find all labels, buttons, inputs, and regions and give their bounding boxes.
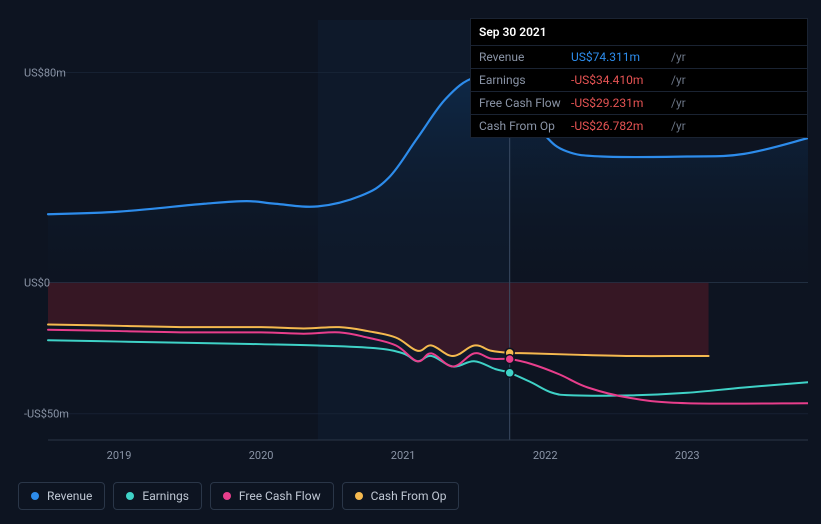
tooltip-row-label: Cash From Op (479, 119, 571, 133)
x-axis-label: 2020 (249, 449, 274, 462)
tooltip-row: Free Cash Flow-US$29.231m/yr (471, 92, 807, 115)
legend-item-earnings[interactable]: Earnings (113, 482, 202, 510)
tooltip-box: Sep 30 2021 RevenueUS$74.311m/yrEarnings… (470, 18, 808, 138)
tooltip-row-unit: /yr (671, 50, 686, 64)
legend-label: Revenue (47, 489, 92, 503)
legend-item-free_cash_flow[interactable]: Free Cash Flow (210, 482, 334, 510)
tooltip-row: Cash From Op-US$26.782m/yr (471, 115, 807, 137)
legend-label: Free Cash Flow (239, 489, 321, 503)
tooltip-row-label: Revenue (479, 50, 571, 64)
x-axis-label: 2019 (107, 449, 132, 462)
legend-swatch (355, 492, 363, 500)
y-axis-label: US$80m (24, 66, 66, 79)
tooltip-row-value: US$74.311m (571, 50, 667, 64)
x-axis-label: 2023 (675, 449, 700, 462)
tooltip-row: Earnings-US$34.410m/yr (471, 69, 807, 92)
x-axis-label: 2022 (533, 449, 558, 462)
x-axis-label: 2021 (391, 449, 416, 462)
legend-label: Earnings (142, 489, 189, 503)
tooltip-row-unit: /yr (671, 96, 686, 110)
legend-swatch (31, 492, 39, 500)
legend-swatch (126, 492, 134, 500)
y-axis-label: US$0 (24, 276, 50, 289)
legend: Revenue Earnings Free Cash Flow Cash From O… (18, 482, 459, 510)
tooltip-row-value: -US$26.782m (571, 119, 667, 133)
tooltip-row-value: -US$29.231m (571, 96, 667, 110)
legend-swatch (223, 492, 231, 500)
chart-container: Sep 30 2021 RevenueUS$74.311m/yrEarnings… (18, 10, 808, 470)
legend-label: Cash From Op (371, 489, 447, 503)
tooltip-row-label: Free Cash Flow (479, 96, 571, 110)
legend-item-cash_from_op[interactable]: Cash From Op (342, 482, 460, 510)
tooltip-row-value: -US$34.410m (571, 73, 667, 87)
tooltip-date: Sep 30 2021 (471, 19, 807, 46)
tooltip-row: RevenueUS$74.311m/yr (471, 46, 807, 69)
tooltip-row-label: Earnings (479, 73, 571, 87)
tooltip-row-unit: /yr (671, 73, 686, 87)
legend-item-revenue[interactable]: Revenue (18, 482, 105, 510)
y-axis-label: -US$50m (24, 407, 69, 420)
tooltip-row-unit: /yr (671, 119, 686, 133)
